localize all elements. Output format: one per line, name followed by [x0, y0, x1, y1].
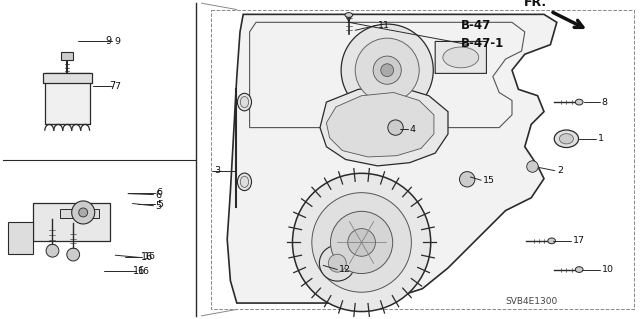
Bar	[8, 222, 33, 254]
Text: 1: 1	[598, 134, 604, 143]
Text: 5: 5	[157, 200, 163, 209]
Circle shape	[319, 245, 355, 281]
Circle shape	[312, 193, 412, 292]
Text: 9: 9	[114, 37, 120, 46]
Circle shape	[355, 38, 419, 102]
Text: B-47-1: B-47-1	[461, 37, 504, 50]
Text: 3: 3	[214, 166, 221, 175]
Circle shape	[72, 201, 95, 224]
Text: FR.: FR.	[524, 0, 547, 9]
Text: 7: 7	[109, 81, 115, 91]
Ellipse shape	[548, 238, 556, 244]
Text: 6: 6	[157, 189, 163, 197]
Text: 9: 9	[106, 36, 112, 47]
Ellipse shape	[554, 130, 579, 148]
Polygon shape	[227, 14, 557, 303]
Bar	[61, 52, 73, 60]
Ellipse shape	[237, 93, 252, 111]
Ellipse shape	[559, 134, 573, 144]
Circle shape	[67, 248, 79, 261]
Circle shape	[292, 173, 431, 312]
Circle shape	[373, 56, 401, 84]
Text: 5: 5	[156, 201, 162, 211]
Ellipse shape	[575, 99, 583, 105]
Text: 6: 6	[156, 189, 162, 200]
Ellipse shape	[241, 96, 249, 108]
Text: 4: 4	[410, 125, 415, 134]
Text: 16: 16	[133, 266, 145, 276]
Text: 17: 17	[573, 236, 585, 245]
Circle shape	[79, 208, 88, 217]
Circle shape	[328, 254, 346, 272]
Text: 7: 7	[114, 82, 120, 91]
Bar	[43, 73, 92, 83]
Text: 16: 16	[141, 252, 154, 263]
Circle shape	[330, 211, 393, 274]
Text: 16: 16	[144, 252, 156, 261]
Bar	[45, 73, 90, 124]
Text: SVB4E1300: SVB4E1300	[505, 297, 557, 306]
Circle shape	[341, 24, 433, 116]
Ellipse shape	[345, 13, 353, 17]
Text: 8: 8	[602, 98, 607, 107]
Circle shape	[348, 229, 376, 256]
Bar	[60, 209, 99, 218]
Ellipse shape	[443, 47, 479, 68]
Ellipse shape	[241, 176, 249, 188]
Text: 12: 12	[339, 265, 351, 274]
Ellipse shape	[237, 173, 252, 191]
Text: B-47: B-47	[461, 19, 491, 32]
FancyBboxPatch shape	[435, 41, 486, 73]
Text: 11: 11	[378, 21, 390, 30]
Polygon shape	[320, 86, 448, 166]
Text: 2: 2	[557, 166, 563, 175]
Circle shape	[46, 244, 59, 257]
Ellipse shape	[575, 267, 583, 272]
Bar	[33, 203, 110, 241]
Circle shape	[460, 172, 475, 187]
Text: 15: 15	[483, 176, 495, 185]
Text: 10: 10	[602, 265, 614, 274]
Circle shape	[388, 120, 403, 135]
Text: 16: 16	[138, 267, 150, 276]
Polygon shape	[326, 93, 434, 157]
Circle shape	[381, 64, 394, 77]
Circle shape	[527, 161, 538, 172]
